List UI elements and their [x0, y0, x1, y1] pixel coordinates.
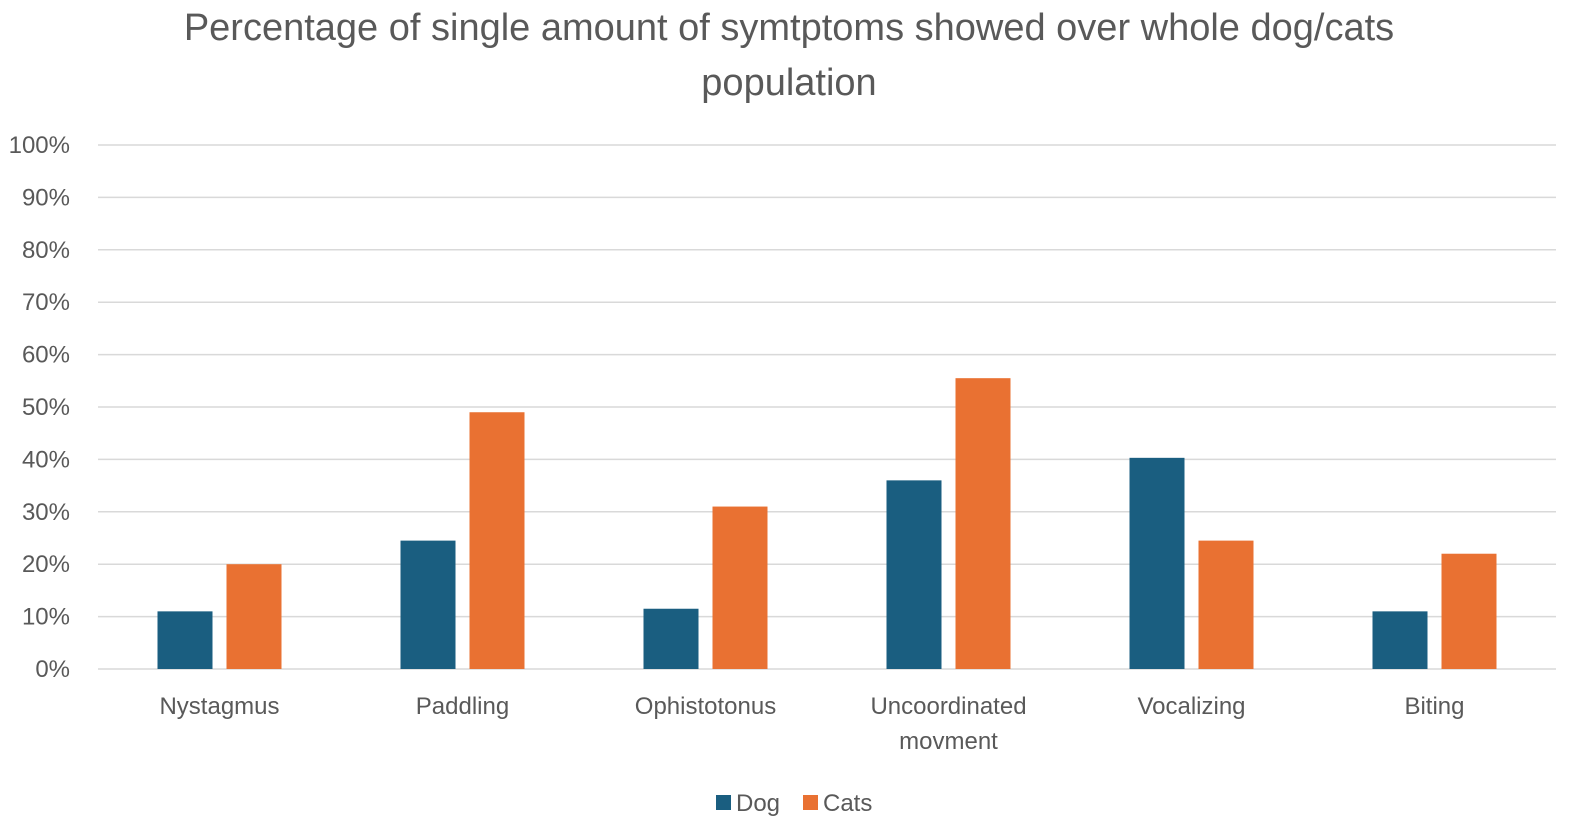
bar-cats-ophistotonus — [712, 506, 768, 669]
x-category-label: movment — [899, 728, 998, 755]
bar-dog-biting — [1372, 611, 1428, 669]
bar-cats-vocalizing — [1198, 540, 1254, 669]
bar-cats-nystagmus — [226, 564, 282, 669]
legend-swatch-dog — [716, 795, 731, 810]
legend-label-dog: Dog — [736, 790, 780, 817]
x-category-label: Uncoordinated — [870, 693, 1026, 720]
bar-cats-paddling — [469, 412, 525, 669]
legend-swatch-cats — [803, 795, 818, 810]
y-tick-label: 90% — [22, 184, 70, 211]
bar-dog-nystagmus — [157, 611, 213, 669]
y-tick-label: 50% — [22, 394, 70, 421]
x-category-label: Paddling — [416, 693, 509, 720]
x-category-label: Vocalizing — [1137, 693, 1245, 720]
chart-title-line-2: population — [701, 62, 876, 104]
bar-dog-ophistotonus — [643, 608, 699, 669]
y-tick-label: 100% — [9, 132, 70, 159]
legend: Dog Cats — [716, 790, 872, 817]
y-tick-label: 0% — [35, 656, 70, 683]
bar-dog-paddling — [400, 540, 456, 669]
bar-cats-uncoordinated-movment — [955, 378, 1011, 669]
x-category-label: Ophistotonus — [635, 693, 776, 720]
legend-label-cats: Cats — [823, 790, 872, 817]
y-tick-label: 10% — [22, 604, 70, 631]
x-axis-category-labels: Nystagmus Paddling Ophistotonus Uncoordinat… — [159, 693, 1464, 755]
x-category-label: Nystagmus — [159, 693, 279, 720]
y-tick-label: 60% — [22, 342, 70, 369]
y-axis-tick-labels: 0% 10% 20% 30% 40% 50% 60% 70% 80% 90% 100% — [9, 132, 70, 683]
y-tick-label: 80% — [22, 237, 70, 264]
bar-dog-uncoordinated-movment — [886, 480, 942, 669]
y-tick-label: 70% — [22, 289, 70, 316]
x-category-label: Biting — [1404, 693, 1464, 720]
chart-title: Percentage of single amount of symtptoms… — [184, 7, 1394, 104]
y-tick-label: 20% — [22, 551, 70, 578]
chart-title-line-1: Percentage of single amount of symtptoms… — [184, 7, 1394, 49]
bar-cats-biting — [1441, 553, 1497, 669]
bars — [157, 378, 1497, 669]
gridlines — [98, 144, 1556, 670]
y-tick-label: 30% — [22, 499, 70, 526]
y-tick-label: 40% — [22, 446, 70, 473]
bar-dog-vocalizing — [1129, 457, 1185, 669]
